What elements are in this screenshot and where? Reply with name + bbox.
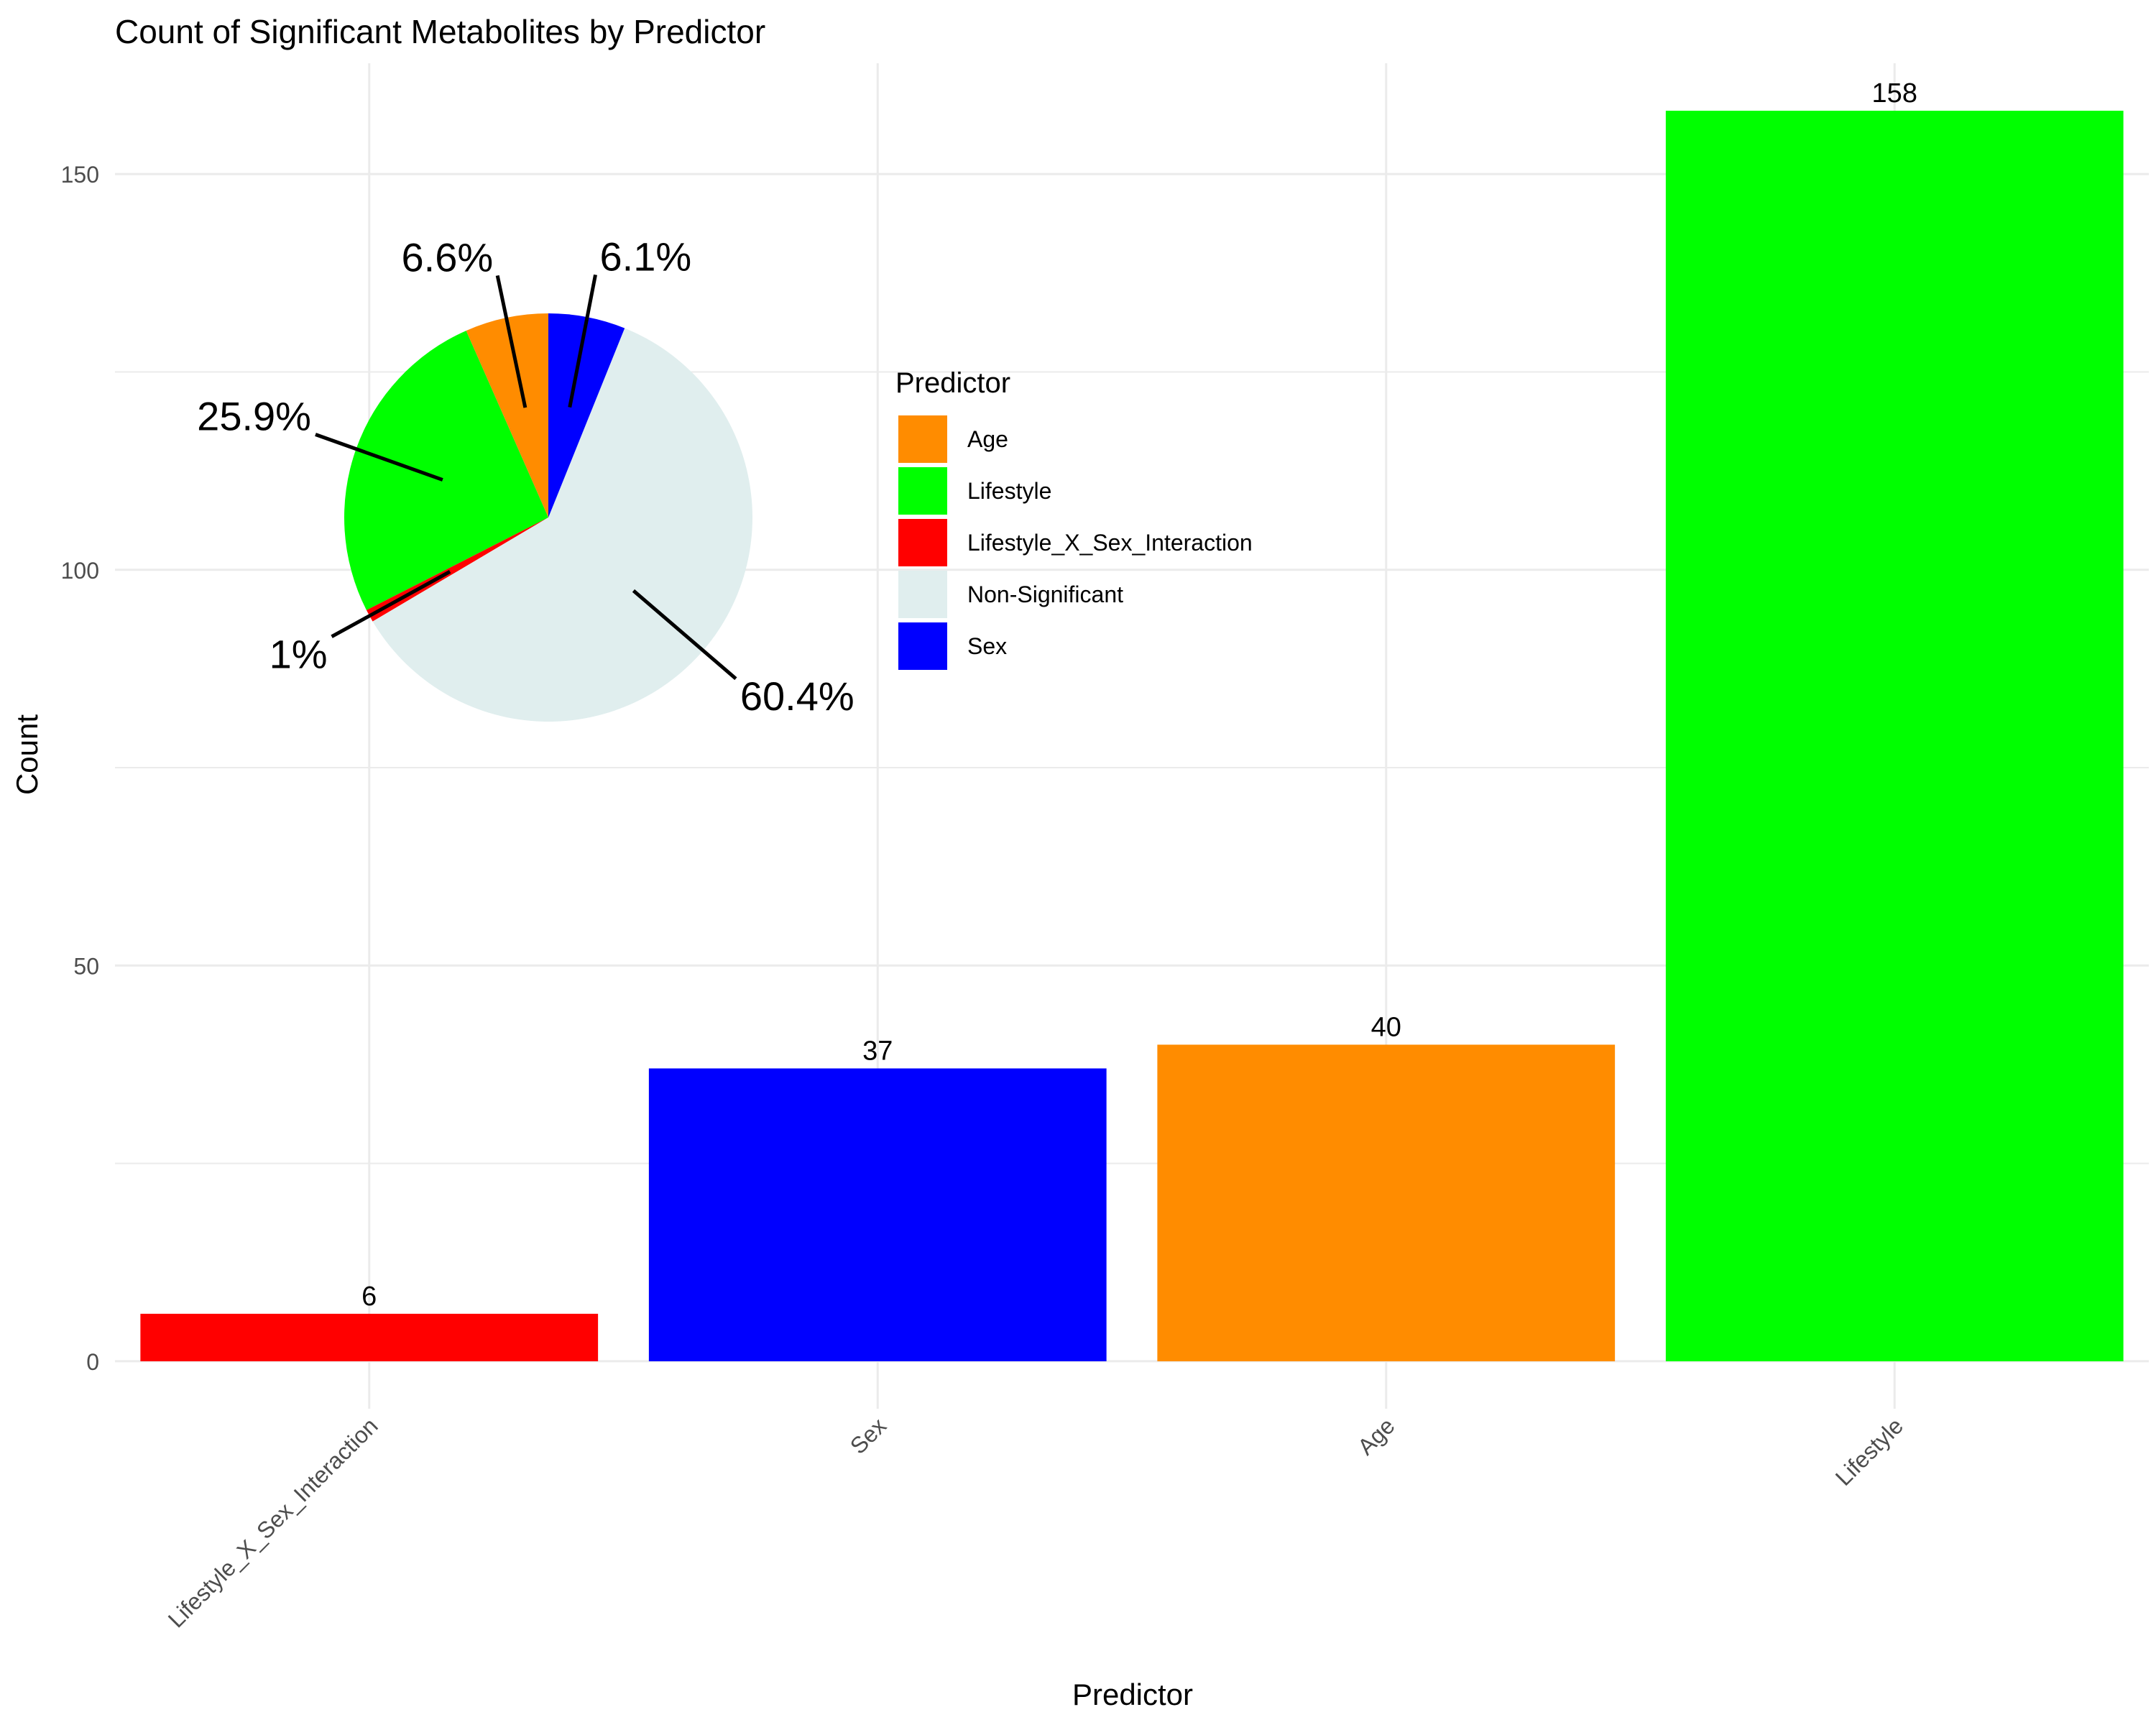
legend-label: Sex [967,633,1007,659]
bar-series: 6 37 40 158 [140,78,2124,1361]
pie-slice [466,313,548,518]
pie-percent-label: 6.6% [402,234,494,280]
legend-label: Lifestyle [967,478,1051,504]
pie-percent-label: 6.1% [600,234,692,279]
pie-slice [548,313,625,518]
chart-title: Count of Significant Metabolites by Pred… [115,13,765,50]
bar [1665,111,2124,1361]
y-tick-label: 100 [61,558,99,584]
pie-leader-line [495,275,528,408]
bar [648,1068,1107,1361]
bar-value-label: 40 [1371,1012,1401,1042]
legend-key [898,415,947,463]
pie-percent-label: 60.4% [740,673,854,719]
legend-key [898,571,947,618]
legend-label: Non-Significant [967,581,1123,607]
pie-percent-label: 1% [270,632,328,677]
legend-key [898,622,947,670]
pie-leader-line [632,589,737,681]
y-tick-label: 150 [61,162,99,188]
x-axis-title: Predictor [1072,1678,1193,1711]
pie-leader-line [331,570,451,638]
y-tick-label: 50 [73,953,99,979]
pie-slice [344,331,548,610]
pie-percent-label: 25.9% [197,393,311,438]
pie-leader-line [315,433,443,482]
bar-value-label: 158 [1872,78,1917,109]
bar-value-label: 6 [361,1282,377,1312]
legend-label: Lifestyle_X_Sex_Interaction [967,530,1253,556]
pie-leader-line [568,274,597,408]
pie-slice [366,518,548,622]
legend: Predictor Age Lifestyle Lifestyle_X_Sex_In… [895,367,1253,670]
bar [140,1313,599,1361]
y-axis-title: Count [10,714,44,795]
legend-label: Age [967,426,1008,452]
bar-value-label: 37 [862,1036,893,1066]
legend-key [898,467,947,515]
legend-key [898,519,947,566]
pie-chart: 6.6% 25.9% 1% 60.4% 6.1% [197,234,854,722]
bar [1157,1044,1616,1361]
y-tick-label: 0 [86,1349,99,1375]
pie-slice [372,328,752,722]
legend-title: Predictor [895,367,1010,399]
